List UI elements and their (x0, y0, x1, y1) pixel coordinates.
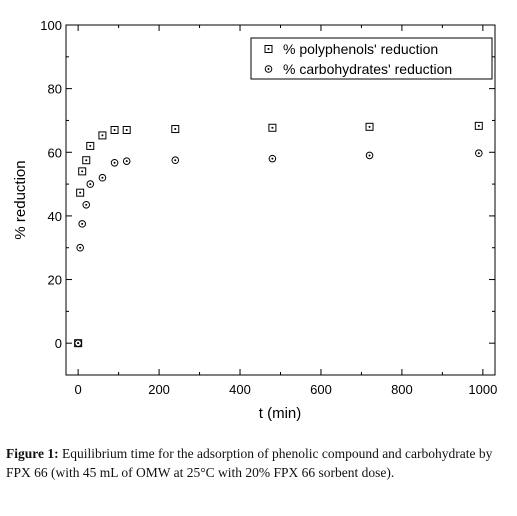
y-axis-label: % reduction (12, 160, 29, 239)
x-tick-labels: 0 200 400 600 800 1000 (75, 382, 498, 397)
carbohydrates-point (268, 154, 277, 163)
y-tick-label: 20 (48, 273, 62, 288)
legend-box (250, 37, 493, 80)
polyphenols-point (122, 126, 131, 134)
axis-ticks (66, 24, 495, 375)
carbohydrates-point (475, 149, 483, 158)
polyphenols-point (268, 123, 277, 132)
x-tick-label: 400 (229, 382, 251, 397)
carbohydrates-point (122, 157, 131, 165)
chart: 0 200 400 600 800 1000 0 20 40 60 80 100 t (min) %… (12, 18, 498, 422)
polyphenols-point (365, 122, 374, 131)
polyphenols-point (110, 126, 119, 134)
y-tick-label: 60 (48, 145, 62, 160)
legend-label-polyphenols: % polyphenols' reduction (283, 41, 438, 57)
x-tick-label: 200 (148, 382, 170, 397)
carbohydrates-point (98, 173, 107, 182)
carbohydrates-point (365, 151, 374, 160)
x-tick-label: 1000 (468, 382, 497, 397)
polyphenols-point (98, 131, 107, 140)
polyphenols-point (76, 188, 85, 197)
legend-marker-carbohydrates (264, 65, 273, 73)
carbohydrates-point (74, 339, 82, 347)
polyphenols-point (78, 167, 87, 176)
legend-marker-polyphenols (264, 45, 273, 53)
carbohydrates-point (86, 180, 95, 188)
polyphenols-point (474, 121, 483, 130)
carbohydrates-point (76, 243, 84, 252)
caption-text: Equilibrium time for the adsorption of p… (6, 446, 493, 480)
y-tick-label: 0 (55, 336, 62, 351)
y-tick-labels: 0 20 40 60 80 100 (40, 18, 62, 351)
figure-caption: Figure 1: Equilibrium time for the adsor… (6, 444, 511, 482)
legend: % polyphenols' reduction % carbohydrates… (250, 37, 493, 80)
x-tick-label: 0 (75, 382, 82, 397)
data-points (74, 121, 483, 348)
y-tick-label: 80 (48, 82, 62, 97)
carbohydrates-point (171, 156, 180, 165)
carbohydrates-point (78, 220, 86, 228)
polyphenols-point (82, 156, 91, 165)
x-tick-label: 800 (391, 382, 413, 397)
legend-label-carbohydrates: % carbohydrates' reduction (283, 61, 452, 77)
caption-label: Figure 1: (6, 446, 59, 461)
polyphenols-point (86, 141, 95, 150)
carbohydrates-point (110, 158, 119, 167)
carbohydrates-point (82, 200, 91, 209)
y-tick-label: 100 (40, 18, 62, 33)
x-tick-label: 600 (310, 382, 332, 397)
x-axis-label: t (min) (259, 405, 302, 422)
polyphenols-point (171, 125, 180, 134)
y-tick-label: 40 (48, 209, 62, 224)
